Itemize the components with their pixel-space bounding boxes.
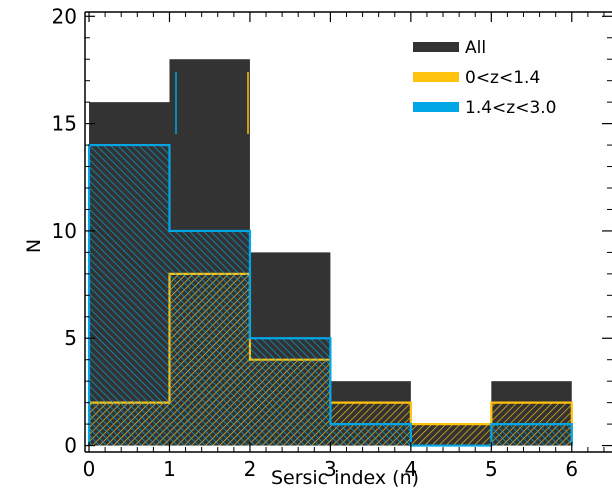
- x-axis-label: Sersic index (n): [271, 467, 419, 489]
- x-tick-labels: 0 1 2 3 4 5 6: [83, 457, 578, 481]
- legend: All 0<z<1.4 1.4<z<3.0: [175, 38, 556, 134]
- y-tick-labels: 0 5 10 15 20: [52, 4, 77, 457]
- legend-swatch: [413, 42, 459, 52]
- y-axis-label: N: [23, 239, 45, 253]
- bar-low-z: [410, 424, 492, 446]
- bar-high-z: [491, 424, 572, 446]
- legend-label: 0<z<1.4: [465, 68, 540, 88]
- x-tick-label: 5: [485, 457, 498, 481]
- legend-swatch: [413, 72, 459, 82]
- x-tick-label: 1: [163, 457, 176, 481]
- x-tick-label: 3: [324, 457, 337, 481]
- legend-swatch: [413, 102, 459, 112]
- y-tick-label: 15: [52, 112, 77, 136]
- x-tick-label: 0: [83, 457, 96, 481]
- y-tick-label: 20: [52, 4, 77, 28]
- bar-high-z: [89, 145, 170, 446]
- bar-high-z: [330, 424, 411, 446]
- axis-ticks: [85, 12, 612, 452]
- y-tick-label: 10: [52, 219, 77, 243]
- y-tick-label: 5: [64, 326, 77, 350]
- bar-high-z: [249, 338, 331, 446]
- x-tick-label: 6: [565, 457, 578, 481]
- x-tick-label: 4: [404, 457, 417, 481]
- high-z-step-outline: [87, 143, 573, 447]
- x-tick-label: 2: [244, 457, 257, 481]
- bar-high-z: [169, 230, 250, 446]
- legend-label: All: [465, 38, 486, 58]
- high-z-bars: [87, 143, 573, 447]
- axes-frame: [84, 11, 612, 453]
- y-tick-label: 0: [64, 434, 77, 458]
- legend-label: 1.4<z<3.0: [465, 98, 556, 118]
